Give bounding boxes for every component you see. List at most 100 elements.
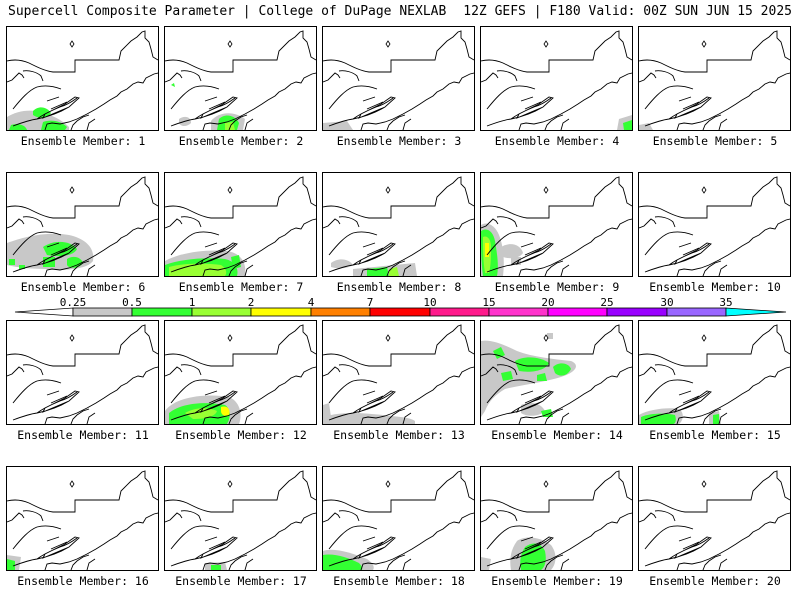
diamond-marker-icon [701, 480, 707, 488]
colorbar-segment [666, 307, 727, 317]
base-map-outline [639, 176, 790, 276]
member-map-svg [7, 470, 158, 570]
ensemble-member-map [322, 320, 475, 425]
member-map-svg [639, 176, 790, 276]
scp-shaded-area [7, 559, 15, 570]
ensemble-member-map [638, 172, 791, 277]
member-map-svg [481, 324, 632, 424]
scp-shaded-area [323, 413, 415, 424]
colorbar [14, 307, 787, 317]
ensemble-member-map [638, 466, 791, 571]
colorbar-segment [250, 307, 312, 317]
diamond-marker-icon [227, 480, 233, 488]
ensemble-member-map [6, 466, 159, 571]
base-map-outline [165, 30, 316, 130]
scp-shaded-area [641, 413, 676, 424]
base-map-outline [165, 470, 316, 570]
base-map-outline [639, 30, 790, 130]
scp-shaded-area [221, 406, 230, 416]
ensemble-member-label: Ensemble Member: 7 [178, 280, 304, 294]
ensemble-member-label: Ensemble Member: 12 [175, 428, 307, 442]
ensemble-member-label: Ensemble Member: 15 [649, 428, 781, 442]
colorbar-segment [72, 307, 133, 317]
base-map-outline [481, 30, 632, 130]
base-map-outline [481, 176, 632, 276]
ensemble-member-label: Ensemble Member: 4 [494, 134, 620, 148]
scp-shaded-area [521, 403, 545, 416]
run-valid-time: 12Z GEFS | F180 Valid: 00Z SUN JUN 15 20… [463, 4, 792, 19]
scp-shaded-area [501, 371, 513, 381]
scp-shaded-area [481, 340, 576, 417]
scp-shaded-area [389, 267, 399, 276]
member-map-svg [639, 30, 790, 130]
colorbar-tick-label: 7 [366, 296, 374, 309]
colorbar-tick-label: 2 [247, 296, 255, 309]
member-map-svg [323, 470, 474, 570]
scp-shaded-area [331, 259, 353, 269]
base-map-outline [7, 30, 158, 130]
scp-shaded-area [211, 565, 221, 570]
colorbar-tick-label: 0.5 [122, 296, 142, 309]
ensemble-member-label: Ensemble Member: 8 [336, 280, 462, 294]
colorbar-left-arrow [14, 307, 74, 317]
scp-shaded-area [323, 121, 353, 130]
base-map-outline [7, 470, 158, 570]
base-map-outline [165, 324, 316, 424]
base-map-outline [481, 470, 632, 570]
base-map-outline [639, 324, 790, 424]
colorbar-segment [488, 307, 549, 317]
ensemble-member-map [164, 320, 317, 425]
colorbar-tick-label: 25 [600, 296, 614, 309]
colorbar-tick-label: 1 [188, 296, 196, 309]
scp-shaded-area [493, 347, 505, 359]
ensemble-member-label: Ensemble Member: 18 [333, 574, 465, 588]
diamond-marker-icon [543, 334, 549, 342]
colorbar-tick-label: 0.25 [59, 296, 87, 309]
ensemble-member-label: Ensemble Member: 9 [494, 280, 620, 294]
diamond-marker-icon [543, 40, 549, 48]
diamond-marker-icon [69, 480, 75, 488]
scp-shaded-area [169, 263, 227, 276]
member-map-svg [7, 324, 158, 424]
scp-shaded-area [541, 409, 553, 417]
ensemble-member-label: Ensemble Member: 6 [20, 280, 146, 294]
ensemble-member-map [480, 466, 633, 571]
map-title: Supercell Composite Parameter | College … [8, 4, 447, 19]
colorbar-tick-label: 35 [719, 296, 733, 309]
member-map-svg [165, 470, 316, 570]
scp-shaded-area [547, 333, 553, 339]
ensemble-member-label: Ensemble Member: 16 [17, 574, 149, 588]
ensemble-member-map [480, 320, 633, 425]
scp-shaded-area [33, 107, 51, 118]
colorbar-tick-label: 15 [482, 296, 496, 309]
scp-shaded-area [67, 256, 83, 268]
scp-shaded-area [323, 554, 363, 570]
ensemble-member-map [6, 26, 159, 131]
diamond-marker-icon [385, 334, 391, 342]
diamond-marker-icon [69, 40, 75, 48]
ensemble-member-map [480, 172, 633, 277]
diamond-marker-icon [69, 334, 75, 342]
ensemble-member-map [480, 26, 633, 131]
member-map-svg [7, 176, 158, 276]
ensemble-member-map [6, 320, 159, 425]
base-map-outline [323, 176, 474, 276]
member-map-svg [323, 324, 474, 424]
diamond-marker-icon [385, 40, 391, 48]
scp-shaded-area [185, 408, 217, 419]
diamond-marker-icon [701, 186, 707, 194]
base-map-outline [7, 176, 158, 276]
member-map-svg [165, 324, 316, 424]
scp-shaded-area [9, 259, 15, 265]
ensemble-member-label: Ensemble Member: 13 [333, 428, 465, 442]
diamond-marker-icon [701, 334, 707, 342]
colorbar-tick-label: 4 [307, 296, 315, 309]
ensemble-member-map [638, 26, 791, 131]
ensemble-member-label: Ensemble Member: 11 [17, 428, 149, 442]
base-map-outline [639, 470, 790, 570]
base-map-outline [165, 176, 316, 276]
diamond-marker-icon [227, 334, 233, 342]
colorbar-segment [547, 307, 608, 317]
ensemble-member-label: Ensemble Member: 10 [649, 280, 781, 294]
ensemble-member-map [164, 26, 317, 131]
